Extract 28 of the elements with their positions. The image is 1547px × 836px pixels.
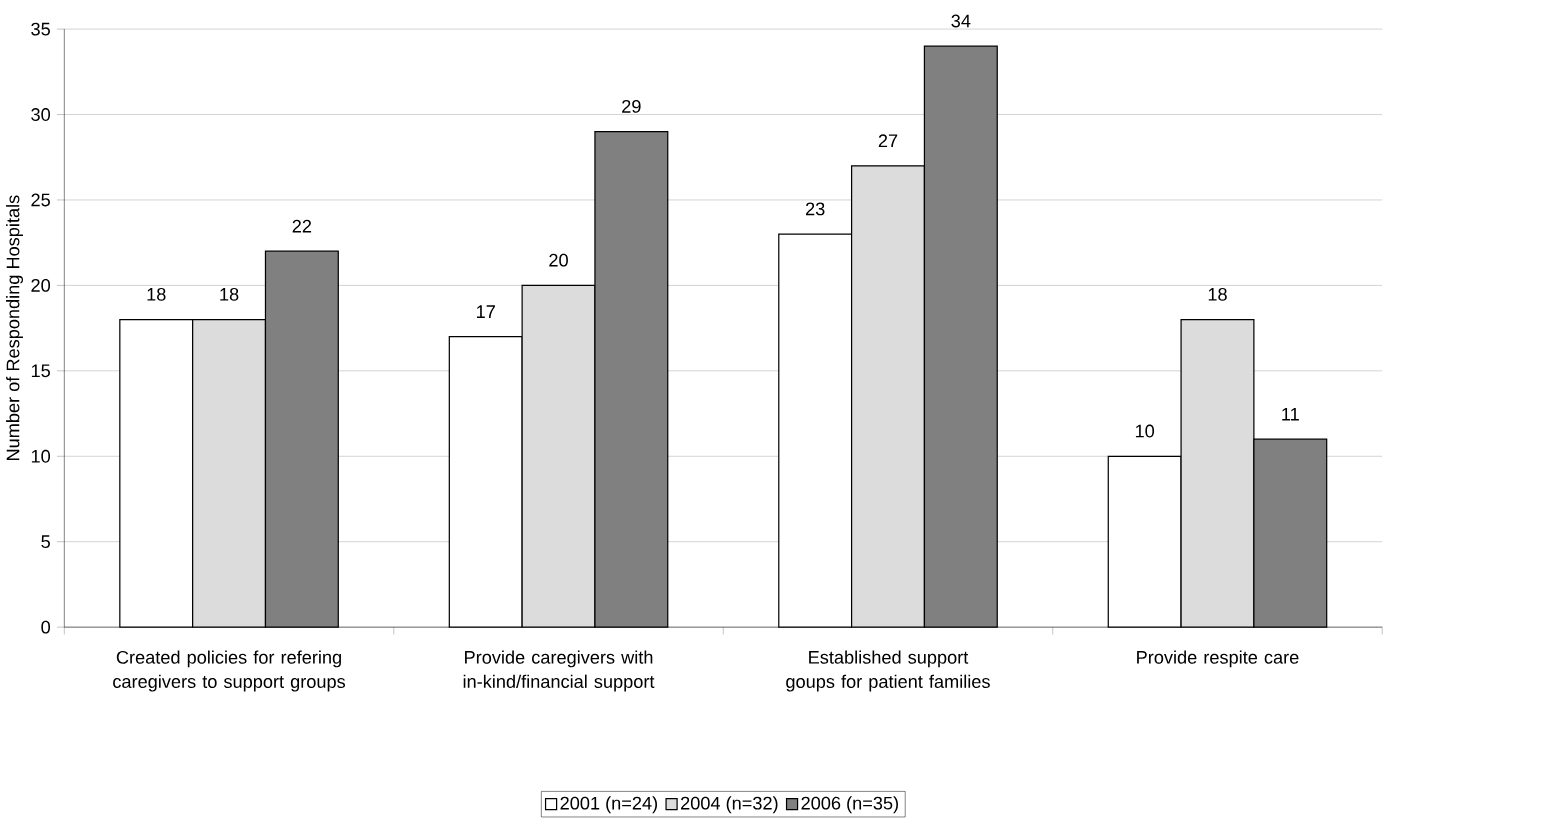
data-label: 27 [878,134,898,147]
x-tick-label: Established support goups for patient families [786,650,990,692]
y-tick-label: 15 [31,364,50,378]
data-label: 22 [292,219,312,233]
data-label: 34 [951,14,971,28]
data-label: 11 [1282,407,1299,421]
y-tick-label: 5 [41,535,50,548]
legend-label: 2001 (n=24) [560,796,658,814]
data-label: 23 [806,202,825,216]
y-axis-title: Number of Responding Hospitals [6,195,23,460]
data-label: 29 [622,99,641,113]
y-tick-label: 10 [31,449,51,463]
y-tick-label: 20 [31,278,51,292]
y-tick-label: 35 [31,22,50,36]
y-tick-label: 25 [31,193,50,207]
data-label: 18 [220,287,239,301]
data-label: 18 [147,287,166,301]
legend-label: 2004 (n=32) [681,796,778,814]
data-label: 18 [1208,287,1227,301]
x-tick-label: Created policies for refering caregivers to support groups [113,650,346,692]
y-tick-label: 30 [31,107,51,121]
data-label: 17 [477,305,495,318]
x-tick-label: Provide respite care [1137,650,1299,668]
data-label: 20 [549,253,568,267]
y-tick-label: 0 [41,620,51,634]
x-tick-label: Provide caregivers with in-kind/financial support [463,650,655,692]
data-label: 10 [1135,424,1155,438]
legend-label: 2006 (n=35) [801,796,898,814]
